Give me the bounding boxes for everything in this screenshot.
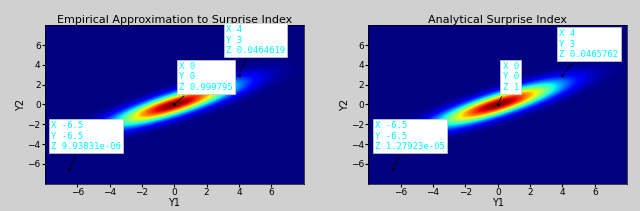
Title: Analytical Surprise Index: Analytical Surprise Index [428,15,567,24]
Text: X -6.5
Y -6.5
Z 9.93831e-06: X -6.5 Y -6.5 Z 9.93831e-06 [51,121,121,166]
Y-axis label: Y2: Y2 [340,98,349,111]
Text: X 0
Y 0
Z 0.999795: X 0 Y 0 Z 0.999795 [176,62,233,103]
Text: X 0
Y 0
Z 1: X 0 Y 0 Z 1 [499,62,519,102]
Title: Empirical Approximation to Surprise Index: Empirical Approximation to Surprise Inde… [56,15,292,24]
X-axis label: Y1: Y1 [492,198,504,208]
Y-axis label: Y2: Y2 [16,98,26,111]
X-axis label: Y1: Y1 [168,198,180,208]
Text: X -6.5
Y -6.5
Z 1.27923e-05: X -6.5 Y -6.5 Z 1.27923e-05 [375,121,445,166]
Text: X 4
Y 3
Z 0.0465762: X 4 Y 3 Z 0.0465762 [559,29,618,73]
Text: X 4
Y 3
Z 0.0464619: X 4 Y 3 Z 0.0464619 [226,25,285,72]
